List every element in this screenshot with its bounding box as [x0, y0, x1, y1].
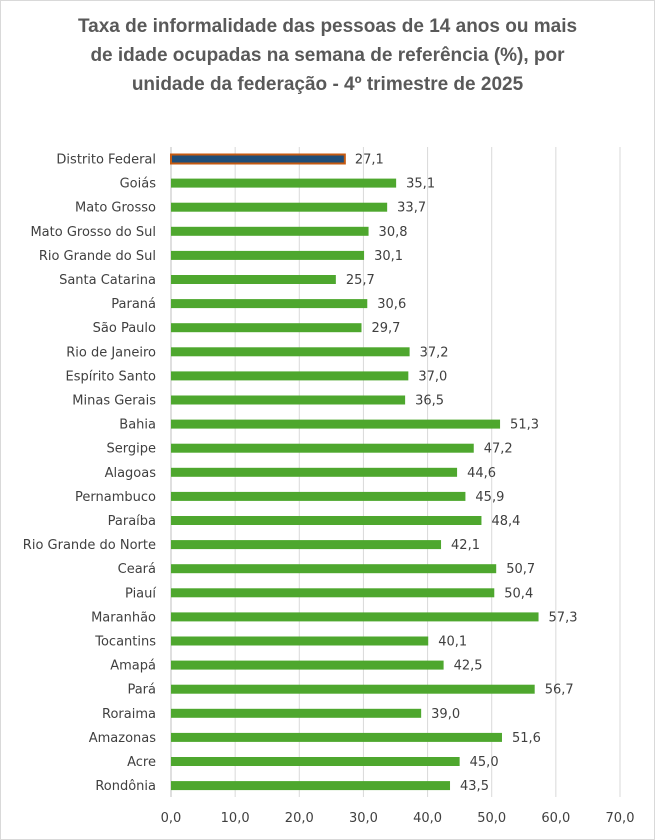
bar — [171, 323, 362, 333]
chart-title-line-1: Taxa de informalidade das pessoas de 14 … — [77, 16, 578, 37]
bar — [171, 250, 365, 260]
bar — [171, 347, 410, 357]
bar — [171, 419, 501, 429]
category-label: Rio Grande do Norte — [23, 538, 156, 553]
data-label: 47,2 — [484, 442, 513, 457]
category-label: Bahia — [119, 418, 156, 433]
category-label: Ceará — [118, 562, 156, 577]
data-label: 33,7 — [397, 201, 426, 216]
data-label: 44,6 — [467, 466, 496, 481]
data-label: 37,0 — [418, 369, 447, 384]
bar — [171, 684, 535, 694]
category-label: Rio de Janeiro — [66, 345, 156, 360]
category-label: Mato Grosso — [75, 201, 156, 216]
data-label: 25,7 — [346, 273, 375, 288]
category-label: Roraima — [102, 707, 156, 722]
category-label: Distrito Federal — [56, 153, 156, 168]
category-label: Mato Grosso do Sul — [30, 225, 156, 240]
x-tick-label: 60,0 — [541, 811, 570, 826]
x-tick-label: 50,0 — [477, 811, 506, 826]
data-label: 43,5 — [460, 779, 489, 794]
data-label: 30,6 — [377, 297, 406, 312]
data-label: 27,1 — [355, 153, 384, 168]
bar — [171, 395, 406, 405]
bar — [171, 636, 429, 646]
bar-highlighted — [170, 153, 346, 165]
chart-title-line-2: de idade ocupadas na semana de referênci… — [90, 45, 565, 66]
category-label: Pernambuco — [75, 490, 156, 505]
category-label: Sergipe — [107, 442, 156, 457]
data-label: 51,3 — [510, 418, 539, 433]
data-label: 56,7 — [545, 683, 574, 698]
chart-title-line-3: unidade da federação - 4º trimestre de 2… — [131, 74, 524, 95]
x-tick-label: 30,0 — [349, 811, 378, 826]
data-label: 42,5 — [454, 659, 483, 674]
category-label: Amazonas — [89, 731, 157, 746]
data-label: 30,8 — [379, 225, 408, 240]
bar — [171, 178, 397, 188]
bar — [171, 226, 369, 236]
data-label: 29,7 — [372, 321, 401, 336]
category-label: Espírito Santo — [66, 369, 157, 384]
bar — [171, 757, 460, 766]
data-label: 35,1 — [406, 177, 435, 192]
bar — [171, 660, 444, 670]
data-label: 37,2 — [420, 345, 449, 360]
bar — [171, 708, 422, 718]
category-label: Amapá — [110, 659, 156, 674]
category-label: Pará — [127, 683, 156, 698]
data-label: 45,0 — [470, 755, 499, 770]
data-label: 51,6 — [512, 731, 541, 746]
bar — [171, 443, 474, 453]
bar — [171, 516, 482, 525]
data-label: 50,4 — [504, 586, 533, 601]
x-tick-label: 0,0 — [161, 811, 182, 826]
category-label: Rondônia — [95, 779, 156, 794]
data-label: 57,3 — [549, 610, 578, 625]
bar — [171, 467, 458, 477]
bar — [171, 540, 442, 550]
data-label: 30,1 — [374, 249, 403, 264]
category-label: Piauí — [125, 586, 156, 601]
category-label: Paraná — [111, 297, 156, 312]
bar — [171, 371, 409, 381]
chart-title: Taxa de informalidade das pessoas de 14 … — [0, 12, 655, 99]
category-label: Maranhão — [91, 610, 156, 625]
data-label: 48,4 — [491, 514, 520, 529]
category-label: Minas Gerais — [72, 394, 156, 409]
bar — [171, 732, 502, 742]
bar — [171, 491, 466, 501]
category-label: Goiás — [120, 177, 157, 192]
category-label: Acre — [127, 755, 156, 770]
category-label: São Paulo — [93, 321, 156, 336]
bar — [171, 299, 368, 309]
category-label: Santa Catarina — [59, 273, 156, 288]
bar — [171, 781, 451, 791]
x-tick-label: 10,0 — [221, 811, 250, 826]
category-label: Alagoas — [105, 466, 157, 481]
data-label: 40,1 — [438, 635, 467, 650]
bar — [171, 202, 388, 212]
data-label: 50,7 — [506, 562, 535, 577]
bar — [171, 588, 495, 598]
category-label: Tocantins — [94, 635, 156, 650]
data-label: 45,9 — [475, 490, 504, 505]
bar — [171, 612, 539, 622]
bar — [171, 564, 497, 574]
data-label: 42,1 — [451, 538, 480, 553]
x-tick-label: 70,0 — [606, 811, 635, 826]
data-label: 36,5 — [415, 394, 444, 409]
x-tick-label: 20,0 — [285, 811, 314, 826]
x-tick-label: 40,0 — [413, 811, 442, 826]
category-label: Rio Grande do Sul — [39, 249, 156, 264]
bar — [171, 275, 336, 284]
data-label: 39,0 — [431, 707, 460, 722]
category-label: Paraíba — [108, 514, 156, 529]
